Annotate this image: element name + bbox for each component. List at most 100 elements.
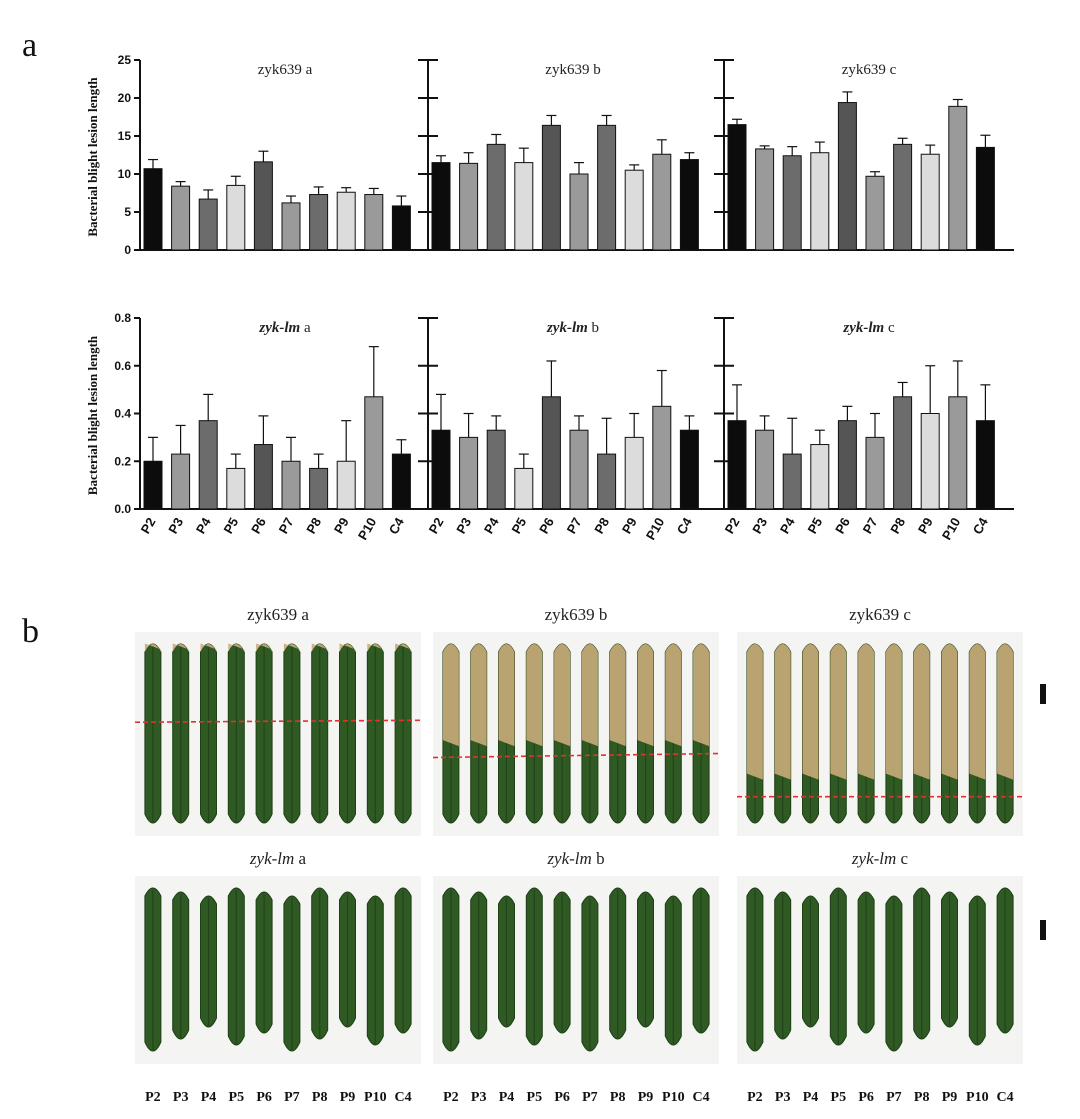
chart-title-suffix: b <box>589 62 600 78</box>
leaf-label-P4: P4 <box>499 1090 515 1105</box>
leaf-label-P7: P7 <box>284 1090 300 1105</box>
chart-title-suffix: b <box>588 320 599 336</box>
bar-P6 <box>541 396 561 510</box>
lesion-P10 <box>969 644 986 780</box>
x-tick-label-P2: P2 <box>426 515 447 536</box>
lesion-P9 <box>941 644 958 780</box>
lesion-P2 <box>144 643 161 652</box>
panel-label-b: b <box>22 613 39 650</box>
chart-zyk639a: zyk639 a 0 5 10 15 20 25 Bacterial blight lesio… <box>85 53 430 257</box>
leaf-label-P9: P9 <box>942 1090 958 1105</box>
chart-title-main: zyk639 <box>842 62 886 78</box>
chart-zyk-lma: zyk-lm a 0.0 0.2 0.4 0.6 0.8 Bacterial blight … <box>85 311 430 543</box>
chart-title-main: zyk-lm <box>258 320 300 336</box>
bar-C4 <box>391 453 411 510</box>
x-tick-label-P5: P5 <box>804 515 825 536</box>
photo-title-main: zyk639 <box>545 605 595 624</box>
leaf-label-P4: P4 <box>201 1090 217 1105</box>
lesion-P2 <box>746 644 763 780</box>
leaf-label-P4: P4 <box>803 1090 819 1105</box>
x-tick-label-P4: P4 <box>193 514 214 536</box>
y-tick-label: 5 <box>124 205 131 219</box>
bar-P3 <box>459 162 479 251</box>
leaf-label-P8: P8 <box>312 1090 328 1105</box>
leaf-label-P5: P5 <box>831 1090 847 1105</box>
bar-P2 <box>727 124 747 251</box>
leaf-label-P10: P10 <box>966 1090 989 1105</box>
leaf-label-P5: P5 <box>229 1090 245 1105</box>
bar-P3 <box>755 429 775 510</box>
bar-C4 <box>679 429 699 510</box>
x-tick-label-P4: P4 <box>777 514 798 536</box>
lesion-P6 <box>554 644 571 747</box>
x-tick-label-P10: P10 <box>939 515 964 543</box>
bar-P2 <box>143 460 163 510</box>
x-tick-label-P6: P6 <box>832 515 853 536</box>
bar-P4 <box>782 453 802 510</box>
leaf-label-P6: P6 <box>858 1090 874 1105</box>
bar-P5 <box>514 467 534 510</box>
y-axis-label: Bacterial blight lesion length <box>85 335 100 495</box>
bar-P9 <box>920 413 940 510</box>
panel-label-a: a <box>22 27 37 64</box>
leaf-label-P6: P6 <box>256 1090 272 1105</box>
photo-title-suffix: a <box>297 605 309 624</box>
chart-row-bottom: zyk-lm a 0.0 0.2 0.4 0.6 0.8 Bacterial blight … <box>85 311 1014 543</box>
lesion-P3 <box>774 644 791 780</box>
x-tick-label-P7: P7 <box>860 515 881 536</box>
photo-title: zyk639 b <box>545 605 608 624</box>
chart-title: zyk-lm b <box>546 320 599 336</box>
lesion-P2 <box>442 644 459 747</box>
bar-P6 <box>253 444 273 510</box>
x-tick-label-P10: P10 <box>355 515 380 543</box>
x-tick-label-P6: P6 <box>248 515 269 536</box>
photo-title-main: zyk-lm <box>546 849 591 868</box>
chart-title-main: zyk639 <box>258 62 302 78</box>
bar-P9 <box>624 436 644 510</box>
x-tick-label-P8: P8 <box>303 515 324 536</box>
bar-C4 <box>975 146 995 251</box>
chart-title-main: zyk-lm <box>842 320 884 336</box>
y-tick-label: 0.0 <box>114 502 131 516</box>
lesion-P6 <box>256 643 273 652</box>
leaf-photo-zyk-lmb: zyk-lm b P2 P3 P4 P5 P6 P7 P8 P9 P10 C4 <box>433 849 719 1105</box>
leaf-label-P2: P2 <box>443 1090 459 1105</box>
chart-title-main: zyk639 <box>545 62 589 78</box>
photo-title: zyk-lm c <box>851 849 909 868</box>
y-tick-label: 0 <box>124 243 131 257</box>
x-tick-label-P2: P2 <box>138 515 159 536</box>
x-tick-label-P3: P3 <box>165 515 186 536</box>
bar-P7 <box>569 173 589 251</box>
bar-P9 <box>920 153 940 251</box>
chart-row-top: zyk639 a 0 5 10 15 20 25 Bacterial blight lesio… <box>85 53 1014 257</box>
bar-P6 <box>253 161 273 251</box>
leaf-label-C4: C4 <box>693 1090 710 1105</box>
lesion-P4 <box>200 643 217 652</box>
lesion-P8 <box>913 644 930 780</box>
leaf-label-P2: P2 <box>747 1090 763 1105</box>
bar-P6 <box>837 102 857 251</box>
bar-P7 <box>281 202 301 251</box>
bar-P4 <box>198 198 218 251</box>
photo-title-suffix: c <box>896 849 908 868</box>
x-tick-label-P10: P10 <box>643 515 668 543</box>
x-tick-label-P5: P5 <box>508 515 529 536</box>
lesion-P7 <box>283 643 300 652</box>
chart-title: zyk639 a <box>258 62 313 78</box>
x-tick-label-P3: P3 <box>453 515 474 536</box>
lesion-C4 <box>395 643 412 652</box>
bar-P9 <box>336 460 356 510</box>
leaf-photo-zyk639c: zyk639 c <box>737 605 1023 836</box>
chart-title-suffix: a <box>300 320 311 336</box>
leaf-label-C4: C4 <box>997 1090 1014 1105</box>
x-tick-label-P7: P7 <box>564 515 585 536</box>
lesion-P5 <box>830 644 847 780</box>
bar-P8 <box>893 396 913 510</box>
bar-P7 <box>865 436 885 510</box>
bar-P7 <box>569 429 589 510</box>
photo-title: zyk639 a <box>247 605 309 624</box>
chart-zyk-lmc: zyk-lm c P2 P3 P4 P5 P6 P7 P8 P9 P10 C4 <box>714 317 1014 543</box>
lesion-P6 <box>858 644 875 780</box>
leaf-photo-zyk639a: zyk639 a <box>134 605 422 836</box>
